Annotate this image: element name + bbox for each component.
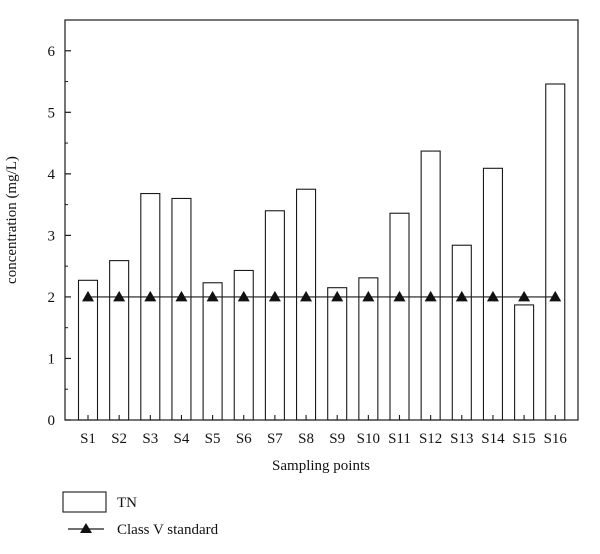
x-tick-label-S9: S9 — [329, 431, 345, 447]
bar-S9 — [327, 287, 348, 421]
y-tick-label-4: 4 — [48, 167, 56, 183]
x-tick-label-S10: S10 — [357, 431, 380, 447]
bar-S4 — [171, 197, 192, 421]
standard-marker-S9 — [331, 290, 344, 302]
x-tick-label-S3: S3 — [142, 431, 158, 447]
standard-marker-S6 — [237, 290, 250, 302]
y-tick-label-0: 0 — [48, 413, 56, 429]
x-tick-label-S11: S11 — [388, 431, 411, 447]
legend-label-standard: Class V standard — [117, 522, 219, 538]
x-tick-label-S12: S12 — [419, 431, 442, 447]
bar-S15 — [514, 304, 535, 421]
y-tick-label-6: 6 — [48, 44, 56, 60]
x-tick-label-S2: S2 — [111, 431, 127, 447]
standard-marker-S14 — [486, 290, 499, 302]
bar-S5 — [202, 282, 223, 421]
bar-S8 — [295, 188, 317, 421]
y-tick-label-1: 1 — [48, 351, 56, 367]
x-tick-label-S4: S4 — [174, 431, 190, 447]
standard-marker-S7 — [268, 290, 281, 302]
standard-marker-S13 — [455, 290, 468, 302]
x-axis-title: Sampling points — [272, 458, 370, 474]
standard-marker-S4 — [175, 290, 188, 302]
standard-marker-S11 — [393, 290, 406, 302]
legend-label-tn: TN — [117, 495, 137, 511]
legend: TN Class V standard — [62, 491, 219, 538]
x-tick-label-S7: S7 — [267, 431, 283, 447]
legend-swatch-tn — [62, 491, 107, 513]
x-tick-label-S14: S14 — [481, 431, 505, 447]
legend-triangle-icon — [80, 523, 92, 533]
bar-S2 — [109, 260, 130, 421]
x-tick-label-S13: S13 — [450, 431, 473, 447]
x-tick-label-S6: S6 — [236, 431, 252, 447]
standard-marker-S12 — [424, 290, 437, 302]
bar-S16 — [545, 83, 566, 421]
standard-marker-S15 — [518, 290, 531, 302]
x-tick-label-S5: S5 — [205, 431, 221, 447]
standard-marker-S3 — [144, 290, 157, 302]
x-tick-label-S16: S16 — [544, 431, 568, 447]
standard-marker-S16 — [549, 290, 562, 302]
x-tick-label-S1: S1 — [80, 431, 96, 447]
bar-S7 — [264, 210, 285, 421]
plot-frame — [64, 19, 579, 421]
y-axis: 0 1 2 3 4 5 6 — [48, 44, 71, 429]
standard-marker-S1 — [82, 290, 94, 302]
y-tick-label-5: 5 — [48, 105, 56, 121]
y-tick-label-3: 3 — [48, 228, 56, 244]
standard-marker-S10 — [362, 290, 375, 302]
x-tick-label-S15: S15 — [512, 431, 535, 447]
bar-S12 — [420, 150, 441, 421]
x-axis: S1 S2 S3 S4 S5 S6 S7 S8 S9 S10 S11 S12 S13 S14 S15 S16 — [80, 415, 567, 447]
bar-S13 — [451, 244, 472, 421]
bars-layer — [77, 83, 566, 421]
standard-marker-S8 — [300, 290, 313, 302]
bar-S11 — [389, 212, 410, 421]
x-tick-label-S8: S8 — [298, 431, 314, 447]
standard-marker-S5 — [206, 290, 219, 302]
standard-marker-S2 — [113, 290, 126, 302]
y-axis-title: concentration (mg/L) — [4, 156, 20, 284]
y-tick-label-2: 2 — [48, 290, 56, 306]
bar-S3 — [140, 192, 161, 421]
standard-line-layer — [82, 290, 562, 302]
